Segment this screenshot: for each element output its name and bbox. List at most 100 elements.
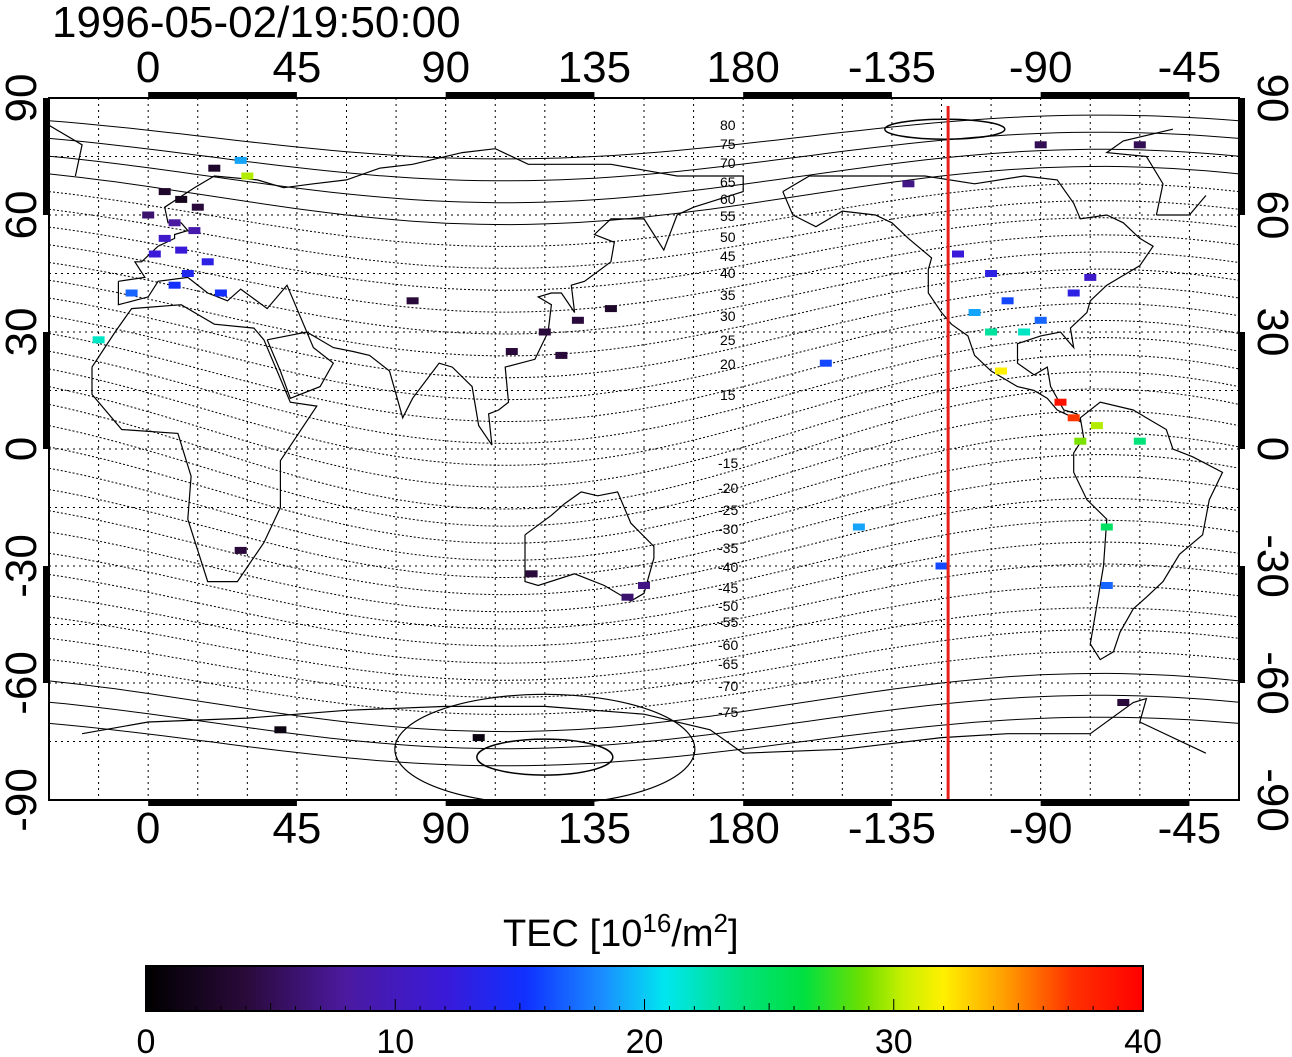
- tec-cell: [1074, 437, 1087, 445]
- tec-cell: [1001, 297, 1014, 305]
- magnetic-contour: [48, 234, 1240, 313]
- tec-cell: [158, 188, 171, 196]
- frame-bar-bottom: [743, 800, 892, 806]
- magnetic-contour: [48, 114, 1240, 160]
- tec-cell: [1034, 316, 1047, 324]
- lat-tick-label-right: -60: [1248, 651, 1292, 715]
- contour-label: 75: [720, 136, 736, 152]
- contour-label: 15: [720, 387, 736, 403]
- frame-bar-top: [1040, 92, 1190, 98]
- contour-label: -65: [718, 656, 738, 672]
- lon-tick-label-bottom: -90: [1009, 804, 1073, 853]
- lon-tick-label-top: 180: [706, 43, 779, 92]
- colorbar-title-sup: 16: [642, 908, 671, 938]
- tec-cell: [175, 246, 188, 254]
- magnetic-contour: [48, 694, 1240, 750]
- tec-cell: [952, 250, 964, 258]
- tec-cell: [1090, 422, 1103, 430]
- contour-label: -25: [718, 502, 738, 518]
- lon-tick-label-bottom: -135: [848, 804, 936, 853]
- tec-cell: [472, 734, 485, 742]
- tec-cell: [168, 281, 181, 289]
- contour-label: 35: [720, 287, 736, 303]
- magnetic-contour: [48, 432, 1240, 544]
- contour-label: 60: [720, 191, 736, 207]
- tec-cell: [188, 227, 201, 235]
- magnetic-contour: [48, 320, 1240, 422]
- contour-label: 70: [720, 155, 736, 171]
- coastline: [48, 124, 1207, 216]
- tec-cell: [555, 351, 568, 359]
- tec-cell: [968, 309, 981, 316]
- magnetic-contour: [48, 285, 1240, 379]
- magnetic-contour: [48, 388, 1240, 510]
- tec-cell: [1100, 523, 1113, 531]
- tec-cell: [1117, 699, 1130, 706]
- tec-cell: [1100, 582, 1113, 589]
- colorbar-tick-label: 0: [137, 1023, 156, 1057]
- frame-bar-left: [43, 332, 49, 449]
- contour-label: -55: [718, 614, 738, 630]
- magnetic-contour: [48, 217, 1240, 291]
- colorbar: TEC [1016/m2] 0 10 20 30 40: [137, 908, 1162, 1057]
- north-pole-contour: [884, 118, 1006, 140]
- magnetic-contour: [48, 165, 1240, 226]
- tec-cell: [1084, 273, 1097, 281]
- tec-cell: [525, 570, 538, 578]
- lon-tick-label-bottom: 0: [136, 804, 160, 853]
- contour-label: 25: [720, 332, 736, 348]
- tec-cell: [214, 289, 227, 297]
- magnetic-contour: [48, 410, 1240, 527]
- tec-cell: [1067, 289, 1080, 297]
- tec-cell: [125, 289, 138, 297]
- contour-label: -70: [718, 678, 738, 694]
- lon-tick-label-top: 0: [136, 43, 160, 92]
- colorbar-tick-label: 30: [875, 1023, 913, 1057]
- magnetic-contour: [48, 454, 1240, 561]
- colorbar-title-sup2: 2: [714, 908, 728, 938]
- tec-data-cells: [92, 141, 1146, 742]
- tec-cell: [1067, 414, 1080, 422]
- tec-cell: [985, 270, 998, 277]
- contour-label: 80: [720, 117, 736, 133]
- contour-label: 50: [720, 229, 736, 245]
- south-pole-contour: [476, 738, 614, 776]
- lon-tick-label-bottom: 180: [706, 804, 779, 853]
- lat-tick-label-left: 0: [0, 437, 46, 461]
- tec-cell: [168, 219, 181, 227]
- lat-tick-label-left: -60: [0, 651, 46, 715]
- contour-label: 45: [720, 248, 736, 264]
- coastline: [91, 304, 318, 583]
- magnetic-contour: [48, 337, 1240, 444]
- magnetic-contour: [48, 371, 1240, 488]
- lat-tick-label-left: -90: [0, 768, 46, 832]
- frame-bar-top: [445, 92, 595, 98]
- magnetic-contour: [48, 302, 1240, 401]
- lon-tick-label-top: 135: [558, 43, 631, 92]
- frame-bar-left: [43, 98, 49, 215]
- colorbar-tick-label: 20: [626, 1023, 664, 1057]
- lat-tick-label-left: 90: [0, 74, 46, 123]
- lon-tick-label-bottom: 45: [272, 804, 321, 853]
- magnetic-contour: [48, 183, 1240, 247]
- tec-cell: [995, 367, 1007, 375]
- frame-bar-bottom: [445, 800, 595, 806]
- tec-cell: [638, 582, 650, 589]
- lon-tick-label-top: -45: [1158, 43, 1222, 92]
- tec-cell: [148, 250, 161, 258]
- frame-bar-left: [43, 566, 49, 683]
- tec-cell: [571, 316, 584, 324]
- tec-cell: [1133, 437, 1146, 445]
- magnetic-latitude-contours: [48, 114, 1240, 805]
- tec-cell: [621, 593, 634, 601]
- coastline: [524, 491, 655, 602]
- tec-cell: [538, 328, 551, 336]
- frame-bar-right: [1239, 566, 1245, 683]
- frame-bar-right: [1239, 332, 1245, 449]
- lat-tick-label-right: 90: [1248, 74, 1292, 123]
- lat-tick-label-left: 30: [0, 308, 46, 357]
- lat-tick-label-right: 30: [1248, 308, 1292, 357]
- frame-bar-right: [1239, 98, 1245, 215]
- colorbar-ticks: 0 10 20 30 40: [137, 999, 1162, 1057]
- tec-cell: [175, 195, 188, 203]
